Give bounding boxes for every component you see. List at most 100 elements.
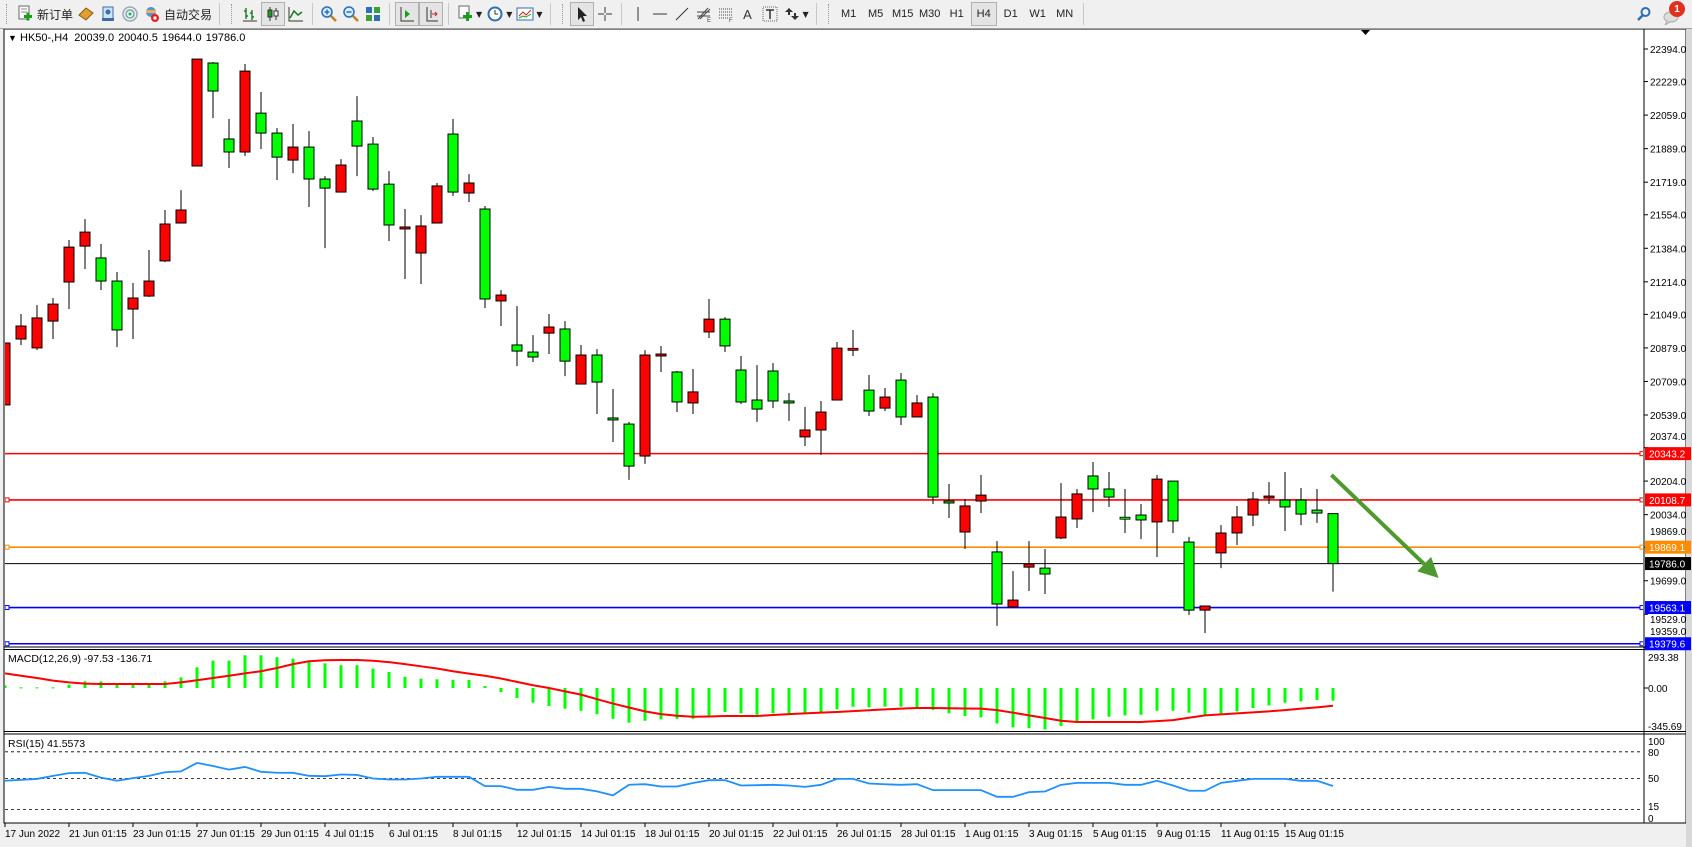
fibonacci-button[interactable]: E	[693, 2, 715, 26]
candle[interactable]	[607, 388, 619, 443]
candle[interactable]	[1007, 571, 1019, 608]
market-watch-button[interactable]	[75, 2, 97, 26]
horizontal-line-button[interactable]	[649, 2, 671, 26]
candle[interactable]	[1151, 474, 1163, 558]
plot-area[interactable]	[0, 58, 1644, 647]
candle[interactable]	[367, 137, 379, 192]
candlestick-chart-button[interactable]	[261, 2, 286, 26]
candle[interactable]	[1103, 472, 1115, 507]
time-axis[interactable]: 17 Jun 2022 21 Jun 01:15 23 Jun 01:15 27 Ju…	[4, 823, 1344, 840]
crosshair-button[interactable]	[594, 2, 616, 26]
candle[interactable]	[799, 406, 811, 446]
candle[interactable]	[127, 283, 139, 340]
bar-chart-button[interactable]	[239, 2, 261, 26]
line-anchor-handle[interactable]	[1639, 497, 1644, 503]
price-axis[interactable]: 22394.0 22229.0 22059.0 21889.0 21719.0 21554…	[1644, 45, 1691, 825]
candle[interactable]	[495, 290, 507, 327]
candle[interactable]	[63, 239, 75, 310]
rsi-pane[interactable]	[5, 751, 1644, 811]
text-label-button[interactable]	[759, 2, 781, 26]
candle[interactable]	[511, 306, 523, 367]
chart-menu-triangle-icon[interactable]: ▼	[8, 33, 17, 43]
candle[interactable]	[0, 342, 11, 406]
macd-pane[interactable]	[4, 655, 1335, 730]
line-anchor-handle[interactable]	[1639, 641, 1644, 647]
candle[interactable]	[703, 298, 715, 339]
fibonacci-fan-button[interactable]: F	[715, 2, 737, 26]
candle[interactable]	[1167, 480, 1179, 533]
candle[interactable]	[271, 128, 283, 181]
cursor-button[interactable]	[569, 2, 594, 26]
candle[interactable]	[143, 250, 155, 298]
candle[interactable]	[927, 393, 939, 504]
trend-arrow[interactable]	[1330, 473, 1426, 566]
toolbar-grip[interactable]	[827, 4, 832, 24]
candle[interactable]	[479, 206, 491, 309]
candle[interactable]	[879, 387, 891, 412]
candle[interactable]	[575, 344, 587, 385]
timeframe-m1[interactable]: M1	[841, 8, 857, 20]
candle[interactable]	[239, 64, 251, 156]
indicators-button[interactable]: ▼	[454, 2, 484, 26]
candle[interactable]	[831, 341, 843, 401]
candle[interactable]	[767, 363, 779, 409]
arrows-button[interactable]: ▼	[781, 2, 811, 26]
candle[interactable]	[1071, 488, 1083, 529]
timeframe-mn[interactable]: MN	[1056, 8, 1074, 20]
candle[interactable]	[1215, 525, 1227, 569]
candle[interactable]	[31, 305, 43, 351]
candle[interactable]	[255, 92, 267, 150]
candle[interactable]	[1311, 488, 1323, 523]
search-icon[interactable]	[1636, 6, 1652, 22]
candle[interactable]	[1295, 488, 1307, 526]
candle[interactable]	[943, 484, 955, 518]
candle[interactable]	[623, 421, 635, 480]
candle[interactable]	[1263, 482, 1275, 504]
line-anchor-handle[interactable]	[1639, 544, 1644, 550]
timeframe-d1[interactable]: D1	[1003, 8, 1018, 20]
timeframe-w1[interactable]: W1	[1029, 8, 1046, 20]
line-anchor-handle[interactable]	[5, 497, 10, 503]
candle[interactable]	[383, 171, 395, 241]
candle[interactable]	[175, 190, 187, 224]
candle[interactable]	[719, 317, 731, 353]
candle[interactable]	[1247, 491, 1259, 527]
candle[interactable]	[159, 210, 171, 263]
candle[interactable]	[95, 243, 107, 291]
auto-scroll-button[interactable]	[395, 2, 420, 26]
candle[interactable]	[191, 58, 203, 167]
vertical-line-button[interactable]	[627, 2, 649, 26]
candle[interactable]	[911, 395, 923, 418]
candle[interactable]	[111, 271, 123, 348]
candle[interactable]	[463, 174, 475, 203]
candle[interactable]	[351, 96, 363, 177]
notifications-button[interactable]: 1	[1662, 1, 1685, 25]
candle[interactable]	[543, 313, 555, 355]
candle[interactable]	[687, 369, 699, 415]
trendline-button[interactable]	[671, 2, 693, 26]
candle[interactable]	[847, 329, 859, 357]
candle[interactable]	[991, 541, 1003, 626]
navigator-button[interactable]	[97, 2, 119, 26]
signals-button[interactable]	[119, 2, 141, 26]
candle[interactable]	[287, 123, 299, 174]
timeframe-m30[interactable]: M30	[918, 8, 941, 20]
candle[interactable]	[527, 335, 539, 363]
timeframe-h4[interactable]: H4	[970, 2, 997, 26]
main-pane[interactable]	[0, 29, 1686, 823]
new-order-button[interactable]: 新订单	[14, 2, 75, 26]
candle[interactable]	[1327, 513, 1339, 592]
templates-button[interactable]: ▼	[514, 2, 544, 26]
candle[interactable]	[1119, 488, 1131, 533]
line-anchor-handle[interactable]	[1639, 451, 1644, 457]
candle[interactable]	[335, 159, 347, 193]
toolbar-grip[interactable]	[561, 4, 566, 24]
candle[interactable]	[1135, 503, 1147, 540]
candle[interactable]	[591, 349, 603, 415]
candle[interactable]	[751, 365, 763, 422]
candle[interactable]	[223, 119, 235, 168]
candle[interactable]	[1055, 483, 1067, 540]
timeframe-h1[interactable]: H1	[949, 8, 964, 20]
text-button[interactable]: A	[737, 2, 759, 26]
